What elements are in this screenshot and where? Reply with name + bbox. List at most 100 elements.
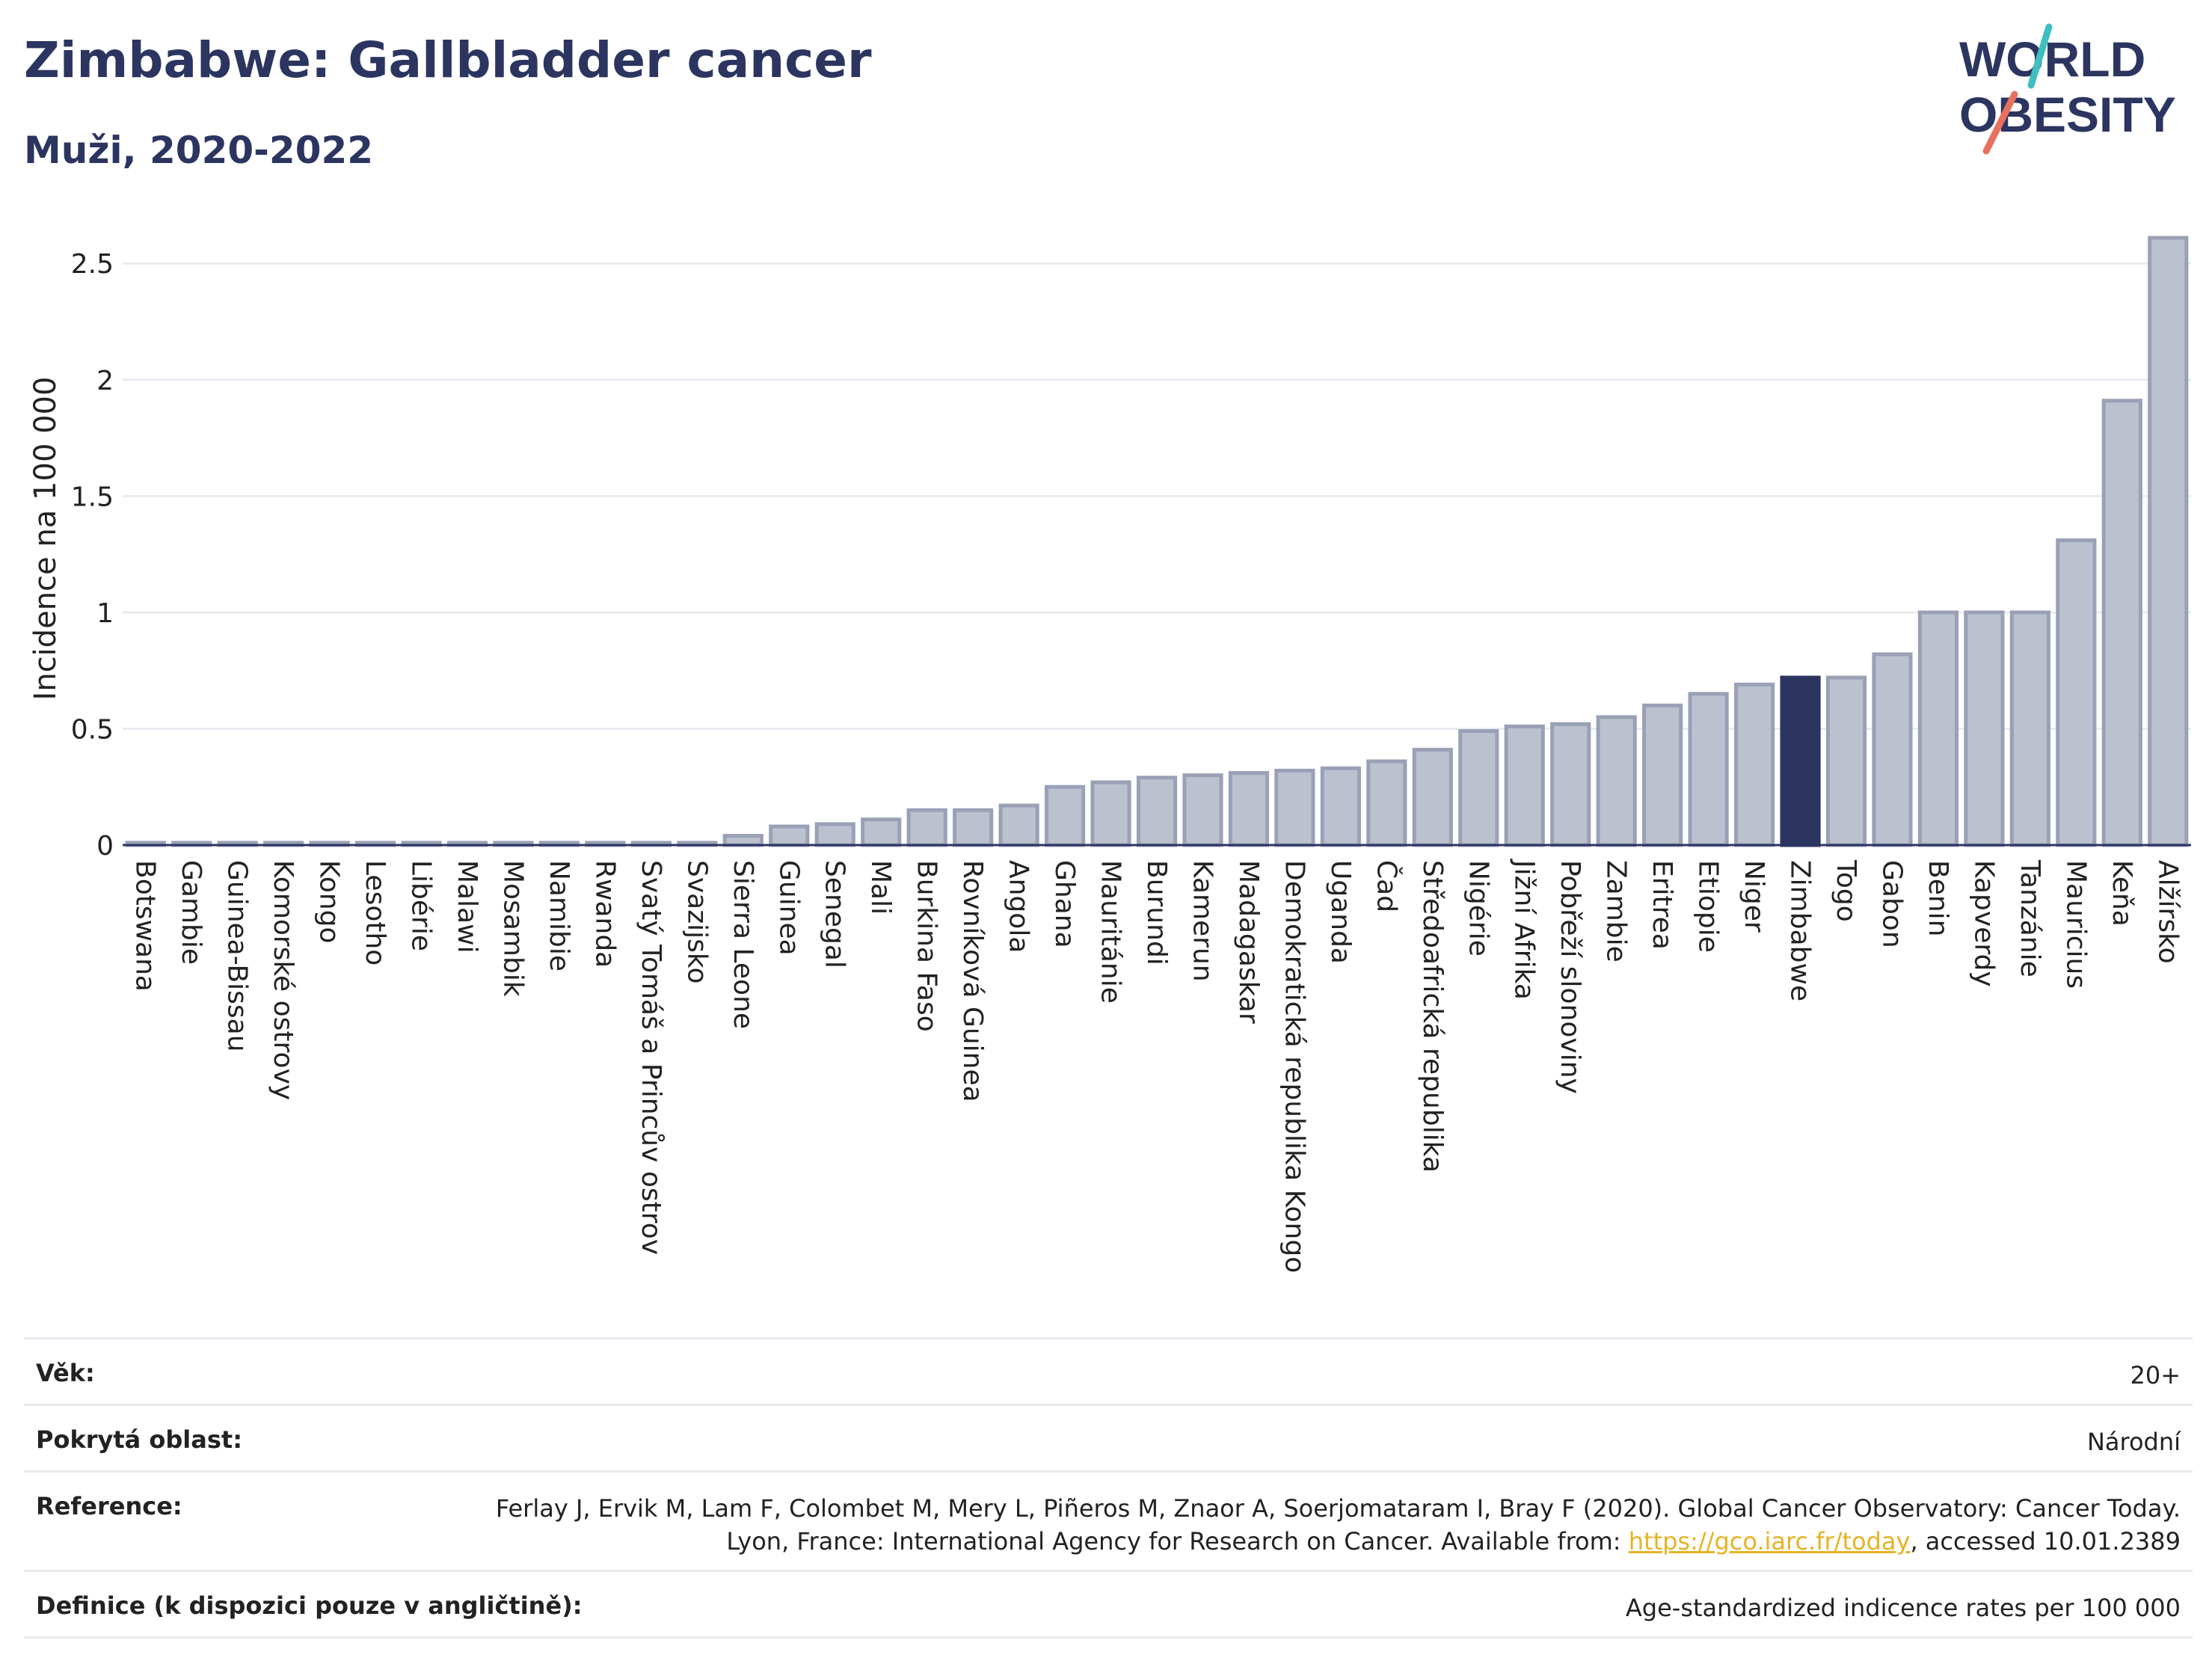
bar-chart: 0 0.5 1 1.5 2 2.5 Incidence na 100 000 Botswana… xyxy=(28,236,2191,1273)
bar xyxy=(1872,652,1913,847)
x-tick-label: Jižní Afrika xyxy=(1509,859,1540,1000)
bar xyxy=(998,803,1039,847)
bar xyxy=(1182,773,1223,847)
x-tick-label: Rovníková Guinea xyxy=(957,860,988,1102)
page-title: Zimbabwe: Gallbladder cancer xyxy=(24,31,872,89)
x-tick-label: Kamerun xyxy=(1187,860,1217,982)
bar xyxy=(953,808,994,847)
bar xyxy=(861,817,902,847)
x-tick-label: Sierra Leone xyxy=(728,860,758,1029)
meta-row-age: Věk: 20+ xyxy=(24,1337,2193,1404)
x-tick-label: Lesotho xyxy=(360,860,390,965)
bar xyxy=(1550,722,1591,847)
bar xyxy=(1596,715,1637,847)
x-tick-label: Keňa xyxy=(2107,860,2137,927)
page-subtitle: Muži, 2020-2022 xyxy=(24,129,374,172)
bar xyxy=(1964,610,2005,847)
bar xyxy=(1044,784,1086,847)
x-tick-label: Nigérie xyxy=(1463,860,1493,957)
reference-text: Ferlay J, Ervik M, Lam F, Colombet M, Me… xyxy=(495,1494,2181,1556)
logo-slash-bottom xyxy=(1982,90,2018,155)
y-axis-title: Incidence na 100 000 xyxy=(28,377,63,701)
metadata-table: Věk: 20+ Pokrytá oblast: Národní Referen… xyxy=(24,1337,2193,1639)
bar xyxy=(906,808,947,847)
bar xyxy=(814,822,855,847)
logo-line1: WORLD xyxy=(1959,31,2145,87)
meta-label-age: Věk: xyxy=(36,1359,95,1387)
reference-accessed: , accessed 10.01.2389 xyxy=(1910,1527,2181,1556)
x-tick-label: Burkina Faso xyxy=(912,860,942,1032)
x-tick-label: Guinea xyxy=(773,860,804,956)
world-obesity-logo: WORLD OBESITY xyxy=(1959,23,2176,155)
x-tick-label: Uganda xyxy=(1325,860,1356,964)
bar xyxy=(1090,780,1131,847)
x-tick-label: Svazijsko xyxy=(681,860,712,983)
x-tick-label: Rwanda xyxy=(589,860,620,968)
bar xyxy=(2101,399,2142,847)
x-tick-label: Madagaskar xyxy=(1233,860,1264,1024)
y-tick-label: 2.5 xyxy=(71,249,114,280)
bar xyxy=(1412,747,1453,847)
bar xyxy=(1733,682,1775,847)
x-tick-label: Botswana xyxy=(130,860,161,992)
x-tick-label: Gabon xyxy=(1876,860,1907,948)
logo-slash-top xyxy=(2027,23,2053,89)
bar xyxy=(2056,538,2097,847)
bar xyxy=(1917,610,1959,847)
x-tick-label: Svatý Tomáš a Princův ostrov xyxy=(636,860,666,1255)
x-tick-label: Etiopie xyxy=(1693,860,1724,953)
bar xyxy=(1366,759,1407,847)
y-tick-label: 2 xyxy=(96,366,114,396)
meta-label-reference: Reference: xyxy=(36,1492,182,1520)
x-tick-label: Pobřeží slonoviny xyxy=(1555,860,1585,1094)
x-tick-label: Gambie xyxy=(176,860,206,965)
x-tick-label: Ghana xyxy=(1049,860,1080,948)
x-tick-label: Mauritánie xyxy=(1096,860,1126,1004)
x-tick-label: Mali xyxy=(865,860,896,915)
bar xyxy=(1688,692,1729,847)
bar xyxy=(1228,771,1270,847)
meta-label-coverage: Pokrytá oblast: xyxy=(36,1425,242,1454)
x-tick-label: Alžírsko xyxy=(2152,860,2183,964)
x-tick-label: Senegal xyxy=(820,860,850,968)
x-tick-label: Zambie xyxy=(1601,860,1632,962)
bar xyxy=(1458,729,1499,847)
meta-row-definition: Definice (k dispozici pouze v angličtině… xyxy=(24,1570,2193,1639)
y-tick-label: 0 xyxy=(96,831,114,862)
bar xyxy=(1320,766,1361,847)
x-tick-label: Eritrea xyxy=(1647,860,1677,950)
x-tick-label: Benin xyxy=(1923,860,1953,936)
x-tick-label: Kongo xyxy=(314,860,345,944)
bar xyxy=(2009,610,2050,847)
x-tick-label: Libérie xyxy=(406,860,437,951)
x-tick-label: Mauricius xyxy=(2060,860,2091,989)
x-tick-label: Zimbabwe xyxy=(1785,860,1816,1001)
x-tick-label: Tanzánie xyxy=(2015,859,2045,977)
bar xyxy=(1642,703,1683,847)
bar xyxy=(1825,675,1867,847)
bar xyxy=(2148,236,2189,847)
y-tick-label: 1 xyxy=(96,598,114,629)
meta-value-reference: Ferlay J, Ervik M, Lam F, Colombet M, Me… xyxy=(476,1492,2181,1558)
y-tick-label: 0.5 xyxy=(71,714,114,745)
bar xyxy=(1274,768,1315,847)
meta-value-coverage: Národní xyxy=(2086,1428,2181,1456)
meta-row-reference: Reference: Ferlay J, Ervik M, Lam F, Col… xyxy=(24,1470,2193,1570)
bar xyxy=(722,834,764,847)
meta-value-definition: Age-standardized indicence rates per 100… xyxy=(1625,1594,2181,1622)
meta-value-age: 20+ xyxy=(2130,1361,2181,1390)
x-tick-label: Guinea-Bissau xyxy=(222,860,253,1052)
x-tick-label: Burundi xyxy=(1141,860,1172,965)
x-tick-label: Demokratická republika Kongo xyxy=(1279,860,1309,1273)
bar xyxy=(1780,675,1821,847)
meta-row-coverage: Pokrytá oblast: Národní xyxy=(24,1404,2193,1470)
bar xyxy=(769,824,810,847)
x-tick-label: Čad xyxy=(1371,860,1402,912)
x-tick-label: Komorské ostrovy xyxy=(268,860,298,1100)
x-tick-label: Malawi xyxy=(452,860,482,954)
x-tick-label: Togo xyxy=(1831,859,1861,922)
x-tick-label: Angola xyxy=(1004,860,1034,953)
reference-link[interactable]: https://gco.iarc.fr/today xyxy=(1628,1527,1911,1556)
y-tick-label: 1.5 xyxy=(71,482,114,512)
x-tick-label: Namibie xyxy=(544,860,574,971)
